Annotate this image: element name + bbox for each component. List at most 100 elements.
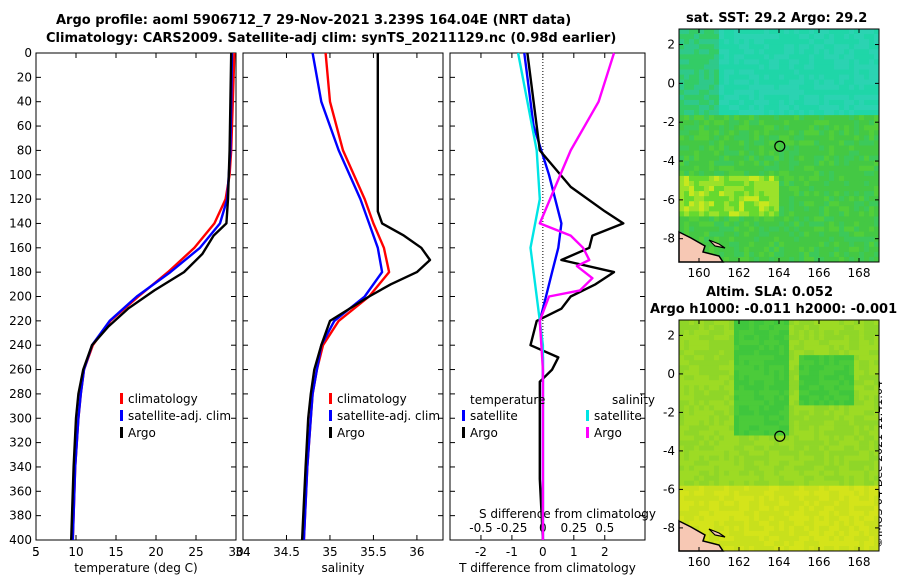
- map-ytick-label: 2: [667, 328, 675, 342]
- x2tick-label: -0.25: [496, 521, 527, 535]
- ytick-label: 360: [9, 484, 32, 498]
- plot-frame-difference-profile: [449, 52, 646, 541]
- ytick-label: 400: [9, 533, 32, 547]
- xtick-label: 34: [235, 545, 250, 559]
- legend-swatch: [586, 427, 589, 438]
- xtick-label: 1: [570, 545, 578, 559]
- legend-label: climatology: [128, 392, 198, 406]
- legend-label: satellite-adj. clim: [128, 409, 231, 423]
- map-ytick-label: 0: [667, 367, 675, 381]
- x2axis-label: S difference from climatology: [479, 507, 656, 521]
- xaxis-label: salinity: [321, 561, 364, 575]
- xtick-label: 36: [409, 545, 424, 559]
- map-ytick-label: -8: [663, 232, 675, 246]
- legend-label: Argo: [128, 426, 156, 440]
- map-ytick-label: -4: [663, 154, 675, 168]
- xtick-label: -2: [475, 545, 487, 559]
- map-ytick-label: -4: [663, 444, 675, 458]
- xtick-label: 30: [228, 545, 243, 559]
- xtick-label: 15: [108, 545, 123, 559]
- legend-swatch: [329, 427, 332, 438]
- ytick-label: 100: [9, 168, 32, 182]
- legend-swatch: [120, 393, 123, 404]
- xtick-label: 34.5: [273, 545, 300, 559]
- map-xtick-label: 162: [728, 266, 751, 280]
- sst-map-title: sat. SST: 29.2 Argo: 29.2: [686, 11, 868, 26]
- ytick-label: 80: [17, 143, 32, 157]
- xaxis-label: T difference from climatology: [458, 561, 636, 575]
- xtick-label: 34: [235, 545, 250, 559]
- legend-label: satellite-adj. clim: [337, 409, 440, 423]
- ytick-label: 60: [17, 119, 32, 133]
- legend-swatch: [329, 410, 332, 421]
- figure-title-line2: Climatology: CARS2009. Satellite-adj cli…: [46, 31, 617, 46]
- xtick-label: 35.5: [360, 545, 387, 559]
- map-ytick-label: -2: [663, 115, 675, 129]
- map-xtick-label: 160: [688, 266, 711, 280]
- map-ytick-label: -2: [663, 405, 675, 419]
- ytick-label: 200: [9, 290, 32, 304]
- map-xtick-label: 164: [768, 555, 791, 569]
- argo-position-marker: [774, 430, 786, 442]
- legend-swatch: [120, 427, 123, 438]
- legend-label: Argo: [470, 426, 498, 440]
- xtick-label: 20: [148, 545, 163, 559]
- ytick-label: 120: [9, 192, 32, 206]
- map-xtick-label: 166: [808, 266, 831, 280]
- sla-map-title-line2: Argo h1000: -0.011 h2000: -0.001: [650, 302, 898, 317]
- ytick-label: 140: [9, 216, 32, 230]
- ytick-label: 20: [17, 70, 32, 84]
- legend-label: Argo: [594, 426, 622, 440]
- xtick-label: -1: [506, 545, 518, 559]
- map-xtick-label: 162: [728, 555, 751, 569]
- sla-map-title-line1: Altim. SLA: 0.052: [706, 285, 833, 300]
- map-xtick-label: 166: [808, 555, 831, 569]
- ytick-label: 320: [9, 436, 32, 450]
- map-field-sla-map: [679, 320, 880, 552]
- legend-title-salinity: salinity: [612, 393, 655, 407]
- legend-swatch: [586, 410, 589, 421]
- map-xtick-label: 164: [768, 266, 791, 280]
- argo-position-marker: [774, 140, 786, 152]
- ytick-label: 260: [9, 363, 32, 377]
- legend-swatch: [462, 427, 465, 438]
- island-coastline: [708, 528, 726, 538]
- xtick-label: 5: [32, 545, 40, 559]
- xtick-label: 35: [322, 545, 337, 559]
- legend-label: satellite: [470, 409, 518, 423]
- map-ytick-label: -6: [663, 193, 675, 207]
- series-line-s-argo: [538, 52, 616, 540]
- map-ytick-label: 0: [667, 76, 675, 90]
- xtick-label: 25: [188, 545, 203, 559]
- legend-swatch: [329, 393, 332, 404]
- map-xtick-label: 160: [688, 555, 711, 569]
- legend-label: climatology: [337, 392, 407, 406]
- legend-swatch: [462, 410, 465, 421]
- xtick-label: 5: [32, 545, 40, 559]
- xtick-label: 10: [68, 545, 83, 559]
- map-ytick-label: 2: [667, 38, 675, 52]
- ytick-label: 220: [9, 314, 32, 328]
- map-field-sst-map: [679, 29, 880, 263]
- x2tick-label: -0.5: [469, 521, 492, 535]
- ytick-label: 40: [17, 95, 32, 109]
- x2tick-label: 0.5: [595, 521, 614, 535]
- xtick-label: 2: [601, 545, 609, 559]
- map-xtick-label: 168: [848, 266, 871, 280]
- xtick-label: 0: [539, 545, 547, 559]
- xaxis-label: temperature (deg C): [74, 561, 197, 575]
- x2tick-label: 0.25: [560, 521, 587, 535]
- legend-label: Argo: [337, 426, 365, 440]
- series-line-satellite-adj-clim: [302, 52, 384, 541]
- ytick-label: 380: [9, 509, 32, 523]
- island-coastline: [708, 239, 726, 249]
- ytick-label: 180: [9, 265, 32, 279]
- ytick-label: 340: [9, 460, 32, 474]
- legend-title-temperature: temperature: [470, 393, 545, 407]
- plot-frame-salinity-profile: [242, 52, 444, 541]
- ytick-label: 280: [9, 387, 32, 401]
- series-line-argo: [300, 53, 432, 541]
- legend-label: satellite: [594, 409, 642, 423]
- ytick-label: 160: [9, 241, 32, 255]
